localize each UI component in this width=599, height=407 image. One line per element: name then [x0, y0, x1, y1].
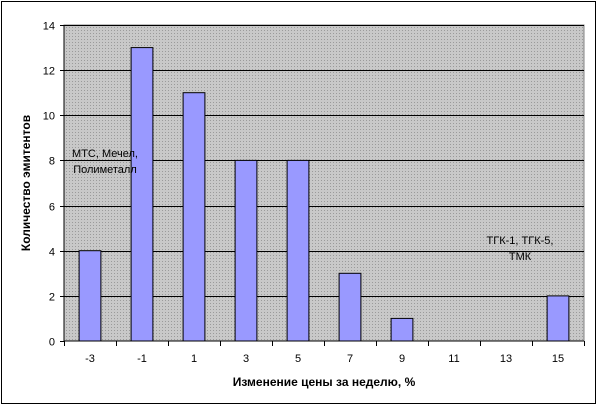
x-tick-label: 1	[191, 353, 197, 365]
bars	[78, 47, 570, 342]
bar--1	[130, 47, 154, 342]
y-tick-label: 12	[43, 66, 55, 78]
y-tick-label: 4	[49, 247, 55, 259]
bar-5	[286, 159, 310, 342]
x-tick-label: 5	[295, 353, 301, 365]
annotation-tgk-line2: ТМК	[509, 251, 532, 263]
bar-7	[338, 272, 362, 342]
x-tick-label: 7	[347, 353, 353, 365]
x-axis-label: Изменение цены за неделю, %	[233, 375, 416, 389]
bar-3	[234, 159, 258, 342]
x-tick-label: 13	[500, 353, 512, 365]
y-axis-label: Количество эмитентов	[19, 115, 33, 251]
annotation-tgk-line1: ТГК-1, ТГК-5,	[487, 235, 554, 247]
x-tick-label: -1	[137, 353, 147, 365]
bar-15	[546, 295, 570, 342]
x-tick-label: 3	[243, 353, 249, 365]
annotation-mts-line2: Полиметалл	[73, 164, 137, 176]
bar-9	[390, 317, 414, 342]
y-tick-label: 2	[49, 292, 55, 304]
y-tick-label: 0	[49, 337, 55, 349]
bar--3	[78, 250, 102, 342]
x-tick-label: 15	[552, 353, 564, 365]
x-tick-label: 11	[448, 353, 459, 365]
x-tick-label: 9	[399, 353, 405, 365]
y-axis-ticks: 0 2 4 6 8 10 12 14	[43, 21, 64, 349]
annotation-mts-line1: МТС, Мечел,	[72, 148, 138, 160]
x-tick-label: -3	[85, 353, 95, 365]
y-tick-label: 10	[43, 111, 55, 123]
y-tick-label: 6	[49, 202, 55, 214]
x-axis-ticks: -3 -1 1 3 5 7 9 11 13 15	[64, 341, 585, 365]
bar-1	[182, 92, 206, 342]
y-tick-label: 8	[49, 156, 55, 168]
y-tick-label: 14	[43, 21, 55, 33]
